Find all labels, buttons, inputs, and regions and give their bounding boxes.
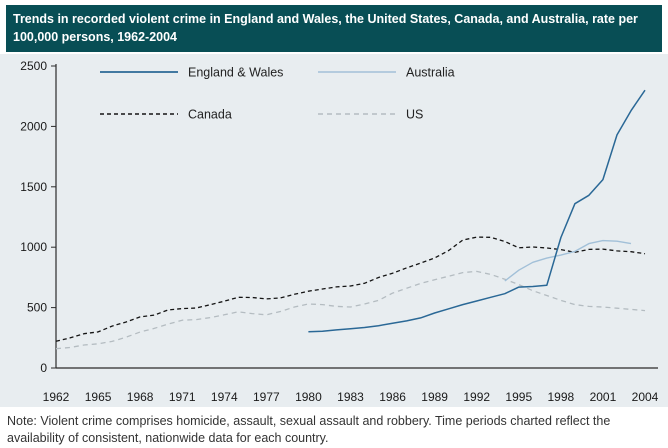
series-line-australia <box>504 240 632 282</box>
y-axis-tick-label: 0 <box>40 361 47 375</box>
y-axis-tick-label: 1000 <box>20 240 47 254</box>
legend-label-canada: Canada <box>188 108 232 122</box>
x-axis-tick-label: 1977 <box>253 390 280 404</box>
legend-label-australia: Australia <box>406 66 455 80</box>
x-axis-tick-label: 1995 <box>505 390 532 404</box>
line-chart: 0 500 1000 1500 2000 2500 1962 1965 1968 1971 1974… <box>20 59 659 404</box>
figure: Trends in recorded violent crime in Engl… <box>0 5 668 448</box>
y-axis-tick-label: 2500 <box>20 59 47 73</box>
series-line-us <box>55 270 646 350</box>
figure-title-bar: Trends in recorded violent crime in Engl… <box>6 5 662 53</box>
figure-title: Trends in recorded violent crime in Engl… <box>13 12 638 45</box>
x-axis-tick-label: 1965 <box>85 390 112 404</box>
legend-label-us: US <box>406 108 423 122</box>
x-axis-tick-label: 1971 <box>169 390 196 404</box>
legend-label-england-wales: England & Wales <box>188 66 283 80</box>
x-axis-tick-label: 1992 <box>463 390 490 404</box>
y-axis-tick-label: 1500 <box>20 180 47 194</box>
x-axis-tick-label: 2004 <box>632 390 659 404</box>
x-axis-tick-label: 1986 <box>379 390 406 404</box>
chart-panel: 0 500 1000 1500 2000 2500 1962 1965 1968 1971 1974… <box>0 54 668 408</box>
figure-note: Note: Violent crime comprises homicide, … <box>7 414 611 445</box>
x-axis-tick-label: 1998 <box>548 390 575 404</box>
x-axis-tick-label: 1983 <box>337 390 364 404</box>
x-axis-tick-label: 1962 <box>43 390 70 404</box>
y-axis-tick-label: 2000 <box>20 120 47 134</box>
x-axis-tick-label: 1989 <box>421 390 448 404</box>
x-axis-tick-label: 1974 <box>211 390 238 404</box>
x-axis-tick-label: 2001 <box>590 390 617 404</box>
x-axis-tick-label: 1968 <box>127 390 154 404</box>
series-line-canada <box>55 236 646 343</box>
x-axis-tick-label: 1980 <box>295 390 322 404</box>
y-axis-tick-label: 500 <box>27 301 47 315</box>
series-line-england-wales <box>308 90 646 333</box>
